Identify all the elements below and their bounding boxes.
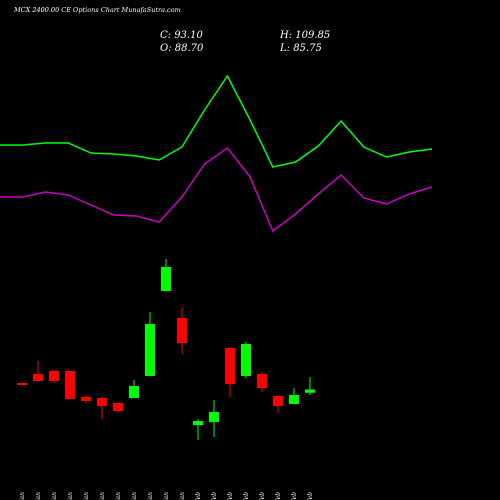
x-tick-label: 09 Feb: [291, 492, 298, 500]
candle-body: [177, 318, 187, 343]
x-tick-label: 05 Feb: [259, 492, 266, 500]
close-info: C: 93.10: [160, 30, 203, 41]
x-tick-label: 04 Feb: [243, 492, 250, 500]
candle-body: [305, 389, 315, 393]
candle-body: [225, 348, 235, 384]
indicator-line: [0, 74, 433, 168]
x-tick-label: 14 Jan: [19, 492, 26, 500]
candle-body: [257, 374, 267, 388]
x-tick-label: 21 Jan: [83, 492, 90, 500]
candle-body: [65, 371, 75, 399]
x-tick-label: 01 Feb: [195, 492, 202, 500]
x-tick-label: 16 Jan: [35, 492, 42, 500]
indicator-line: [0, 146, 433, 233]
candle-body: [193, 421, 203, 425]
x-tick-label: 22 Jan: [99, 492, 106, 500]
x-tick-label: 19 Jan: [51, 492, 58, 500]
candle-body: [241, 344, 251, 376]
candle-body: [289, 395, 299, 405]
candle-body: [81, 397, 91, 401]
candle-body: [209, 412, 219, 422]
low-info: L: 85.75: [279, 43, 322, 54]
candle-body: [161, 267, 171, 291]
x-tick-label: 23 Jan: [115, 492, 122, 500]
x-tick-label: 10 Feb: [307, 492, 314, 500]
x-tick-label: 27 Jan: [131, 492, 138, 500]
high-info: H: 109.85: [279, 30, 330, 41]
x-tick-label: 20 Jan: [67, 492, 74, 500]
open-info: O: 88.70: [160, 43, 204, 54]
x-tick-label: 29 Jan: [163, 492, 170, 500]
candle-body: [33, 374, 43, 381]
candle-body: [49, 371, 59, 381]
candle-body: [97, 398, 107, 406]
x-tick-label: 30 Jan: [179, 492, 186, 500]
x-tick-label: 28 Jan: [147, 492, 154, 500]
x-tick-label: 06 Feb: [275, 492, 282, 500]
x-tick-label: 02 Feb: [211, 492, 218, 500]
candle-body: [129, 386, 139, 398]
x-tick-label: 03 Feb: [227, 492, 234, 500]
chart-title: MCX 2400.00 CE Options Chart MunafaSutra…: [13, 6, 181, 14]
candle-body: [145, 324, 155, 376]
candle-body: [17, 383, 27, 385]
candle-body: [273, 396, 283, 406]
candle-body: [113, 403, 123, 411]
